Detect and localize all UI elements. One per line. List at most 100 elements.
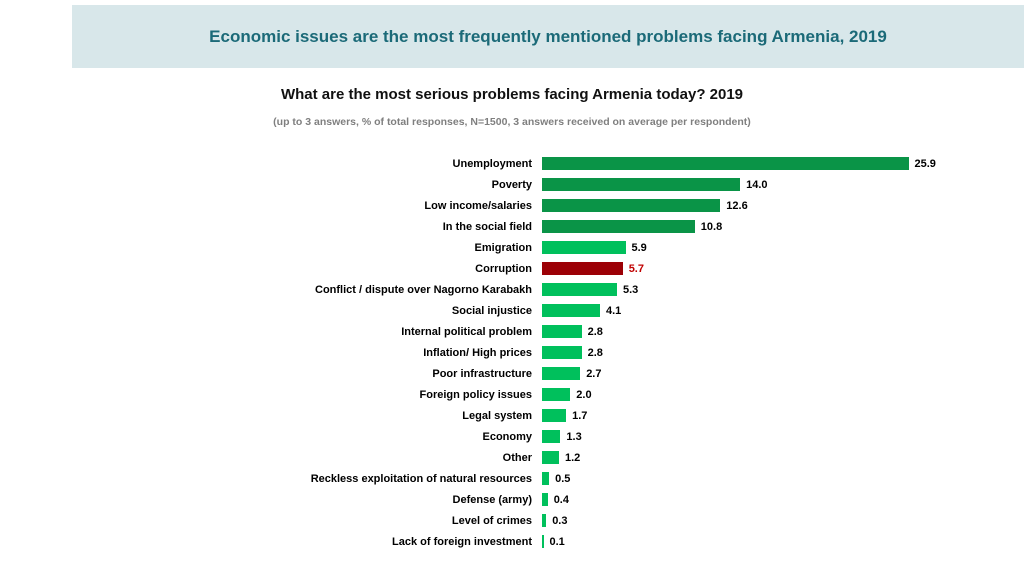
- category-label: Level of crimes: [451, 514, 532, 527]
- category-label: Low income/salaries: [424, 199, 532, 212]
- bar: [542, 220, 695, 233]
- chart-row: Inflation/ High prices 2.8: [0, 342, 1024, 363]
- category-label: Defense (army): [452, 493, 532, 506]
- chart-row: Reckless exploitation of natural resourc…: [0, 468, 1024, 489]
- category-label: Economy: [482, 430, 532, 443]
- value-label: 1.7: [572, 409, 588, 422]
- value-label: 14.0: [746, 178, 768, 191]
- category-label: Other: [502, 451, 532, 464]
- bar-track: 10.8: [542, 220, 1024, 233]
- bar: [542, 388, 571, 401]
- category-label: Corruption: [475, 262, 532, 275]
- bar: [542, 262, 623, 275]
- value-label: 5.9: [631, 241, 647, 254]
- value-label: 1.2: [565, 451, 581, 464]
- value-label: 0.3: [552, 514, 568, 527]
- bar: [542, 283, 617, 296]
- bar-track: 0.4: [542, 493, 1024, 506]
- value-label: 4.1: [606, 304, 622, 317]
- value-label: 0.4: [553, 493, 569, 506]
- bar-track: 5.3: [542, 283, 1024, 296]
- value-label: 1.3: [566, 430, 582, 443]
- slide-title: Economic issues are the most frequently …: [209, 26, 887, 46]
- bar-track: 0.5: [542, 472, 1024, 485]
- category-label: In the social field: [442, 220, 532, 233]
- value-label: 2.7: [586, 367, 602, 380]
- chart-row: Poor infrastructure 2.7: [0, 363, 1024, 384]
- category-label: Social injustice: [451, 304, 532, 317]
- category-label: Poor infrastructure: [432, 367, 532, 380]
- bar-track: 1.3: [542, 430, 1024, 443]
- bar-track: 1.7: [542, 409, 1024, 422]
- bar: [542, 430, 561, 443]
- chart-row: In the social field 10.8: [0, 216, 1024, 237]
- chart-subtitle: (up to 3 answers, % of total responses, …: [273, 116, 751, 128]
- category-label: Lack of foreign investment: [392, 535, 532, 548]
- bar-track: 0.1: [542, 535, 1024, 548]
- category-label: Legal system: [462, 409, 532, 422]
- bar: [542, 178, 741, 191]
- header-band: Economic issues are the most frequently …: [72, 5, 1024, 68]
- bar: [542, 367, 581, 380]
- category-label: Unemployment: [452, 157, 532, 170]
- bar-track: 5.7: [542, 262, 1024, 275]
- bar: [542, 472, 550, 485]
- chart-row: Foreign policy issues 2.0: [0, 384, 1024, 405]
- value-label: 2.0: [576, 388, 592, 401]
- bar: [542, 409, 567, 422]
- value-label: 25.9: [914, 157, 936, 170]
- bar-track: 12.6: [542, 199, 1024, 212]
- chart-row: Low income/salaries 12.6: [0, 195, 1024, 216]
- bar: [542, 325, 582, 338]
- chart-title: What are the most serious problems facin…: [280, 86, 744, 103]
- bar-track: 2.0: [542, 388, 1024, 401]
- chart-row: Lack of foreign investment 0.1: [0, 531, 1024, 552]
- category-label: Inflation/ High prices: [423, 346, 532, 359]
- category-label: Internal political problem: [401, 325, 532, 338]
- bar: [542, 199, 721, 212]
- chart-row: Conflict / dispute over Nagorno Karabakh…: [0, 279, 1024, 300]
- bar: [542, 535, 544, 548]
- bar-track: 1.2: [542, 451, 1024, 464]
- chart-row: Defense (army) 0.4: [0, 489, 1024, 510]
- value-label: 5.3: [623, 283, 639, 296]
- chart-row: Economy 1.3: [0, 426, 1024, 447]
- bar: [542, 304, 600, 317]
- chart-row: Emigration 5.9: [0, 237, 1024, 258]
- chart-row: Internal political problem 2.8: [0, 321, 1024, 342]
- category-label: Foreign policy issues: [419, 388, 532, 401]
- bar-track: 5.9: [542, 241, 1024, 254]
- category-label: Conflict / dispute over Nagorno Karabakh: [315, 283, 532, 296]
- value-label: 0.1: [549, 535, 565, 548]
- bar-track: 0.3: [542, 514, 1024, 527]
- value-label: 2.8: [587, 346, 603, 359]
- value-label: 12.6: [726, 199, 748, 212]
- category-label: Poverty: [491, 178, 532, 191]
- chart-row: Other 1.2: [0, 447, 1024, 468]
- value-label: 5.7: [628, 262, 644, 275]
- bar: [542, 241, 626, 254]
- bar-track: 25.9: [542, 157, 1024, 170]
- bar: [542, 493, 548, 506]
- chart-row: Level of crimes 0.3: [0, 510, 1024, 531]
- chart-row: Social injustice 4.1: [0, 300, 1024, 321]
- chart-row: Unemployment 25.9: [0, 153, 1024, 174]
- bar-track: 2.8: [542, 325, 1024, 338]
- bar-chart: Unemployment 25.9 Poverty 14.0 Low income/sa…: [0, 153, 1024, 552]
- chart-row: Poverty 14.0: [0, 174, 1024, 195]
- category-label: Reckless exploitation of natural resourc…: [310, 472, 532, 485]
- bar-track: 2.8: [542, 346, 1024, 359]
- value-label: 10.8: [700, 220, 723, 233]
- chart-row: Corruption 5.7: [0, 258, 1024, 279]
- bar-track: 14.0: [542, 178, 1024, 191]
- bar: [542, 451, 559, 464]
- bar-track: 2.7: [542, 367, 1024, 380]
- value-label: 2.8: [587, 325, 603, 338]
- bar: [542, 346, 582, 359]
- bar-track: 4.1: [542, 304, 1024, 317]
- bar: [542, 157, 909, 170]
- category-label: Emigration: [474, 241, 532, 254]
- chart-row: Legal system 1.7: [0, 405, 1024, 426]
- value-label: 0.5: [555, 472, 571, 485]
